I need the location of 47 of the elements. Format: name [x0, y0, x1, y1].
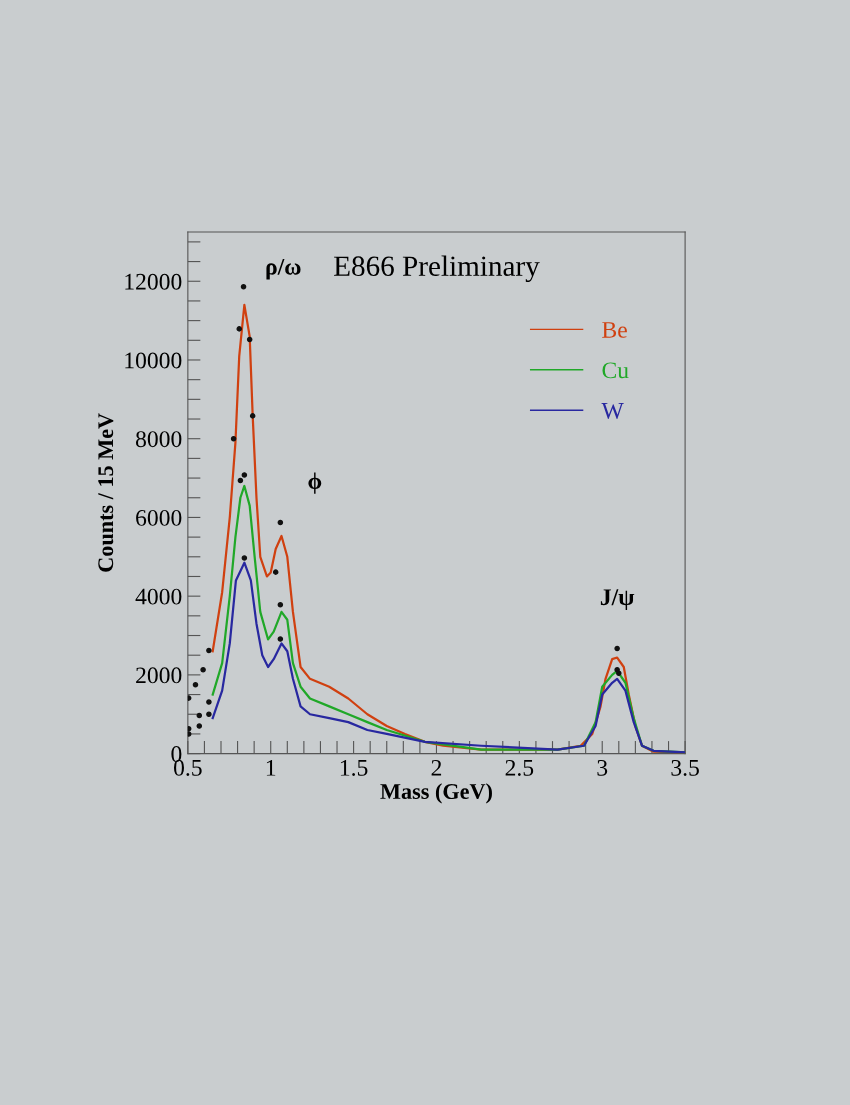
x-tick-label: 3.5: [671, 759, 699, 776]
legend-label: Be: [602, 322, 627, 338]
y-tick-label: 2000: [136, 667, 182, 684]
point: [192, 681, 199, 688]
annotation: ϕ: [308, 472, 322, 494]
point: [277, 519, 284, 526]
point: [206, 699, 212, 705]
text: E866 Preliminary: [334, 255, 540, 283]
point: [237, 477, 244, 484]
y-tick-label: 10000: [125, 352, 182, 369]
legend-label: Cu: [602, 362, 629, 379]
point: [230, 435, 237, 442]
point: [196, 712, 203, 719]
point: [196, 723, 203, 729]
point: [187, 695, 192, 701]
point: [206, 711, 212, 718]
point: [246, 336, 253, 343]
point: [277, 602, 284, 608]
x-tick-label: 1.5: [340, 759, 368, 776]
y-axis-title: Counts / 15 MeV: [98, 413, 114, 572]
point: [187, 726, 192, 732]
x-tick-label: 2: [431, 759, 442, 776]
point: [241, 555, 248, 561]
point: [187, 731, 192, 737]
point: [249, 413, 256, 419]
annotation: J/ψ: [600, 589, 635, 610]
x-tick-label: 2.5: [505, 759, 534, 776]
point: [240, 283, 247, 290]
legend-label: W: [601, 403, 624, 419]
x-tick-label: 3: [597, 759, 608, 776]
point: [616, 670, 622, 677]
point: [272, 569, 279, 575]
point: [236, 326, 243, 332]
point: [277, 636, 284, 642]
point: [200, 666, 206, 673]
y-tick-label: 4000: [135, 588, 182, 605]
point: [614, 645, 620, 652]
x-tick-label: 1: [266, 759, 276, 776]
y-tick-label: 12000: [125, 273, 182, 290]
point: [614, 666, 620, 673]
point: [206, 647, 212, 654]
y-tick-label: 8000: [135, 431, 182, 448]
y-tick-label: 0: [171, 746, 182, 763]
y-tick-label: 6000: [136, 509, 182, 526]
annotation: ρ/ω: [266, 258, 301, 280]
point: [241, 472, 248, 478]
x-axis-title: Mass (GeV): [380, 783, 492, 804]
